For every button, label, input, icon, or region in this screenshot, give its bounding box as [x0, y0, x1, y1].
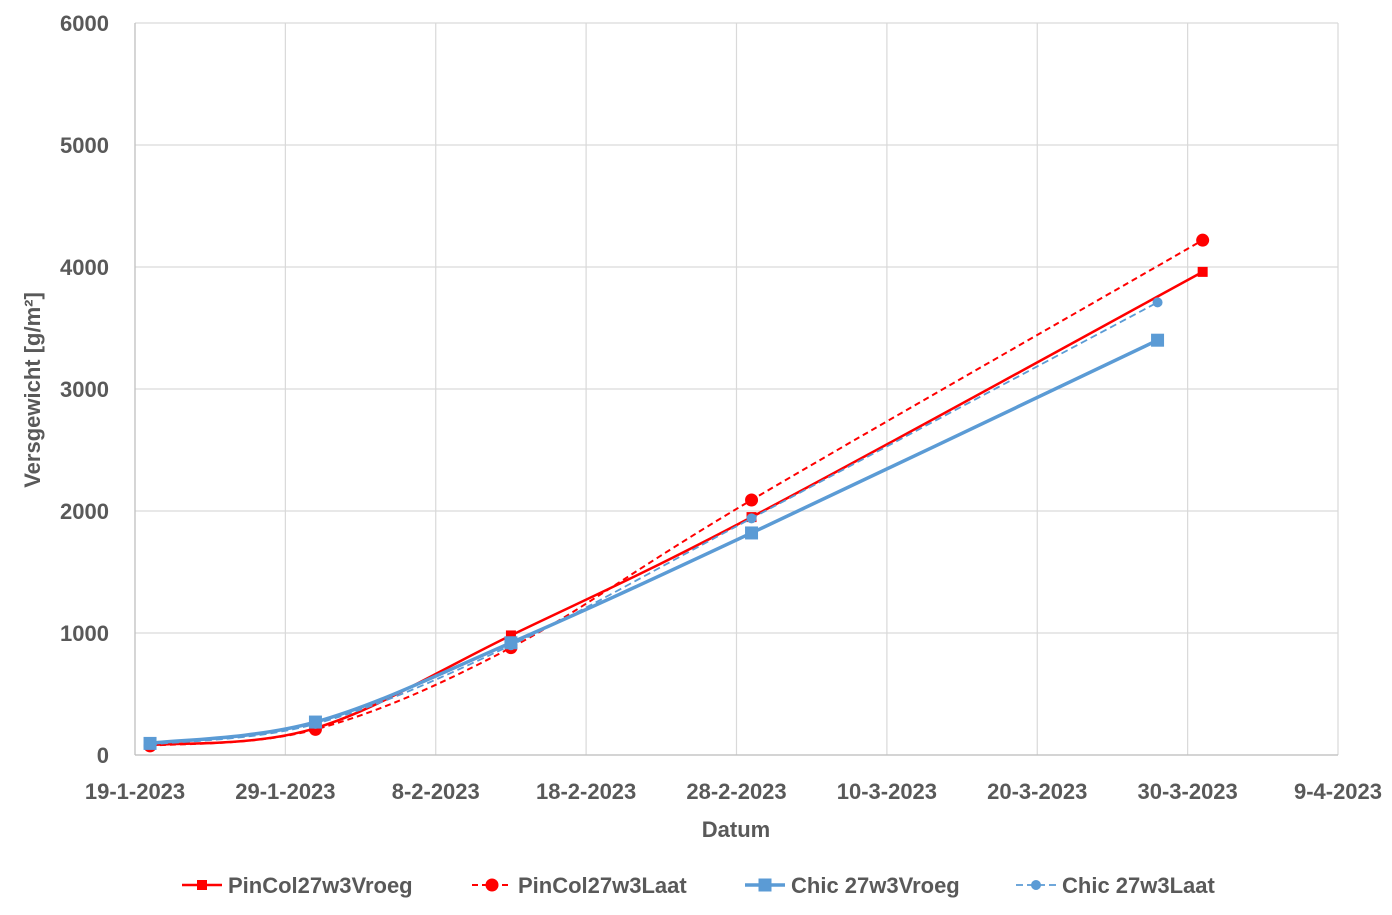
- series-3: [143, 333, 1165, 750]
- x-tick-label: 30-3-2023: [1137, 779, 1237, 804]
- series-2: [143, 233, 1210, 753]
- y-tick-label: 2000: [60, 499, 109, 524]
- y-tick-label: 0: [97, 743, 109, 768]
- x-tick-label: 20-3-2023: [987, 779, 1087, 804]
- legend-marker: [197, 880, 207, 890]
- y-tick-label: 3000: [60, 377, 109, 402]
- y-tick-label: 5000: [60, 133, 109, 158]
- legend-marker: [1031, 880, 1041, 890]
- y-tick-label: 4000: [60, 255, 109, 280]
- data-point: [1196, 233, 1210, 247]
- legend-label: PinCol27w3Laat: [518, 873, 687, 898]
- x-tick-label: 9-4-2023: [1294, 779, 1382, 804]
- series-1: [145, 266, 1208, 751]
- legend-label: Chic 27w3Vroeg: [791, 873, 960, 898]
- x-axis-title: Datum: [702, 817, 770, 842]
- data-point: [745, 526, 759, 540]
- axis-layer: [134, 23, 1338, 756]
- data-point: [505, 630, 516, 641]
- series-layer: [143, 233, 1210, 753]
- series-line: [149, 301, 1158, 746]
- x-tick-label: 10-3-2023: [837, 779, 937, 804]
- series-line: [149, 270, 1204, 747]
- legend-label: Chic 27w3Laat: [1062, 873, 1216, 898]
- grid-layer: [134, 22, 1339, 756]
- data-point: [1151, 333, 1165, 347]
- x-tick-label: 29-1-2023: [235, 779, 335, 804]
- x-tick-label: 18-2-2023: [536, 779, 636, 804]
- y-tick-label: 1000: [60, 621, 109, 646]
- tick-labels: 19-1-2023 29-1-2023 8-2-2023 18-2-2023 28-2-…: [60, 11, 1382, 804]
- y-axis-title: Versgewicht [g/m²]: [20, 292, 45, 488]
- series-4: [145, 297, 1163, 750]
- x-tick-label: 8-2-2023: [392, 779, 480, 804]
- data-point: [746, 513, 757, 524]
- x-tick-label: 19-1-2023: [85, 779, 185, 804]
- data-point: [145, 739, 156, 750]
- data-point: [505, 640, 516, 651]
- legend-entry: PinCol27w3Laat: [472, 873, 687, 898]
- legend: PinCol27w3Vroeg PinCol27w3Laat Chic 27w3Vr…: [182, 873, 1216, 898]
- legend-label: PinCol27w3Vroeg: [228, 873, 413, 898]
- y-tick-label: 6000: [60, 11, 109, 36]
- legend-entry: Chic 27w3Laat: [1016, 873, 1216, 898]
- legend-marker: [758, 878, 772, 892]
- data-point: [1197, 266, 1208, 277]
- legend-entry: Chic 27w3Vroeg: [745, 873, 960, 898]
- x-tick-label: 28-2-2023: [686, 779, 786, 804]
- data-point: [1152, 297, 1163, 308]
- series-line: [149, 239, 1204, 747]
- series-line: [149, 338, 1159, 746]
- legend-marker: [485, 878, 499, 892]
- legend-entry: PinCol27w3Vroeg: [182, 873, 413, 898]
- data-point: [310, 718, 321, 729]
- data-point: [745, 493, 759, 507]
